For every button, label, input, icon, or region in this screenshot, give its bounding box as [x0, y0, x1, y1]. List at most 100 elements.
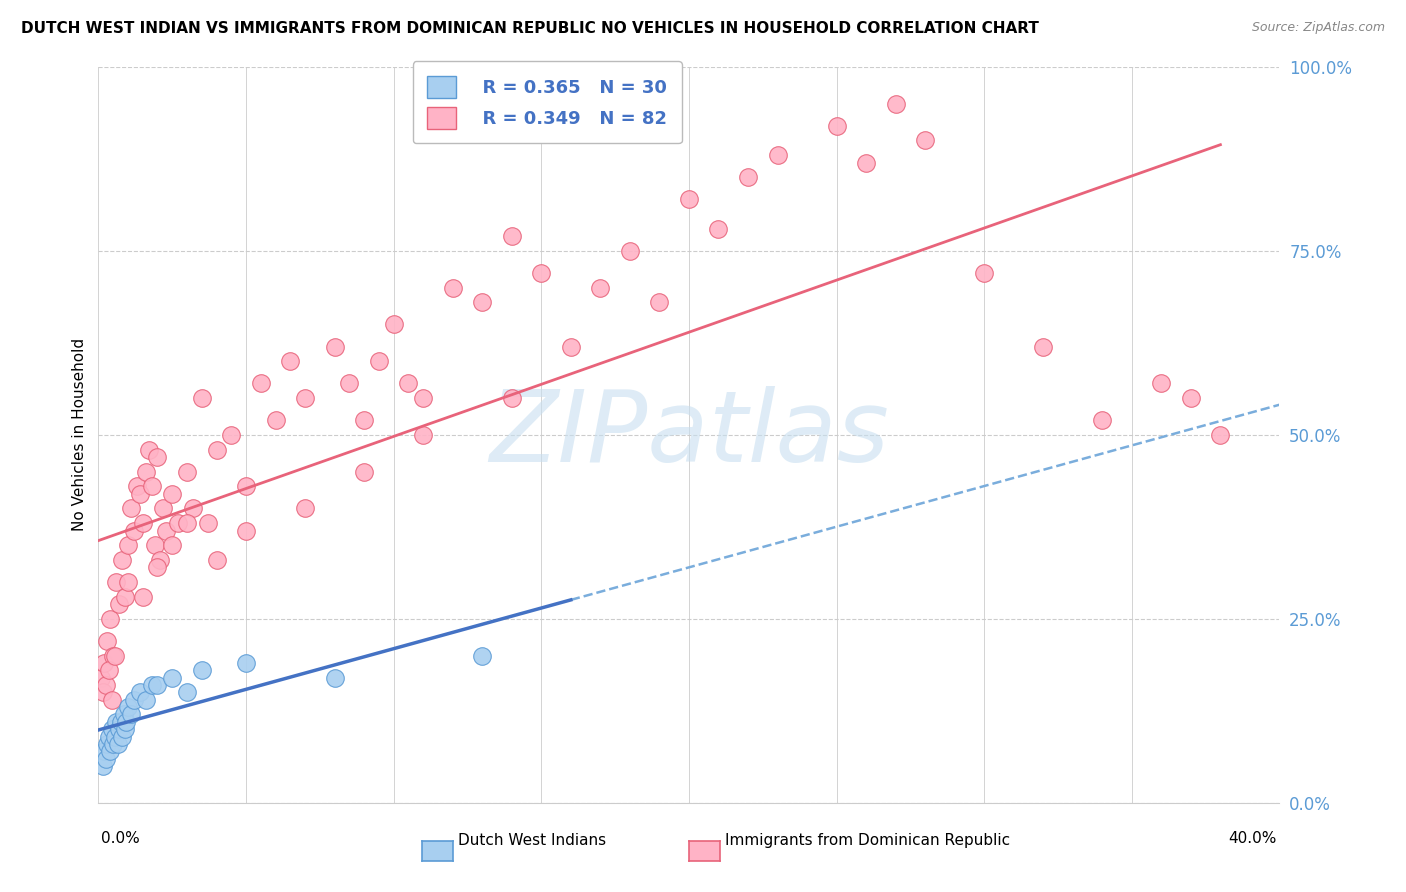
Point — [1032, 340, 1054, 354]
Point — [412, 391, 434, 405]
Point — [103, 737, 125, 751]
Point — [111, 553, 134, 567]
Point — [115, 714, 138, 729]
Point — [98, 744, 121, 758]
Point — [176, 685, 198, 699]
Point — [141, 678, 163, 692]
Point — [117, 574, 139, 589]
Point — [122, 524, 145, 538]
Point — [191, 664, 214, 678]
Point — [1209, 427, 1232, 442]
Point — [235, 656, 257, 670]
Point — [1091, 413, 1114, 427]
Point — [501, 229, 523, 244]
Point — [141, 479, 163, 493]
Point — [138, 442, 160, 457]
Point — [412, 427, 434, 442]
Point — [398, 376, 420, 391]
Point — [766, 148, 789, 162]
Point — [294, 391, 316, 405]
Point — [560, 340, 582, 354]
Point — [105, 714, 128, 729]
Point — [120, 707, 142, 722]
Point — [132, 590, 155, 604]
Text: ZIPatlas: ZIPatlas — [489, 386, 889, 483]
Point — [250, 376, 273, 391]
Legend:   R = 0.365   N = 30,   R = 0.349   N = 82: R = 0.365 N = 30, R = 0.349 N = 82 — [412, 62, 682, 144]
Point — [1180, 391, 1202, 405]
Point — [181, 501, 204, 516]
Point — [441, 280, 464, 294]
Point — [884, 96, 907, 111]
Point — [93, 744, 115, 758]
Point — [1150, 376, 1173, 391]
Point — [471, 648, 494, 663]
Point — [353, 465, 375, 479]
Point — [530, 266, 553, 280]
Text: Source: ZipAtlas.com: Source: ZipAtlas.com — [1251, 21, 1385, 34]
Point — [155, 524, 177, 538]
Point — [128, 487, 150, 501]
Point — [112, 707, 135, 722]
Point — [122, 692, 145, 706]
Point — [91, 685, 114, 699]
Point — [90, 671, 112, 685]
Text: DUTCH WEST INDIAN VS IMMIGRANTS FROM DOMINICAN REPUBLIC NO VEHICLES IN HOUSEHOLD: DUTCH WEST INDIAN VS IMMIGRANTS FROM DOM… — [21, 21, 1039, 36]
Point — [91, 759, 114, 773]
Point — [162, 487, 183, 501]
Point — [619, 244, 641, 258]
Point — [162, 671, 183, 685]
Point — [707, 222, 730, 236]
Point — [107, 737, 129, 751]
Point — [135, 692, 157, 706]
Text: 40.0%: 40.0% — [1229, 831, 1277, 847]
Point — [471, 295, 494, 310]
Point — [100, 692, 122, 706]
Point — [737, 170, 759, 185]
Point — [114, 723, 136, 737]
Point — [111, 730, 134, 744]
Point — [117, 700, 139, 714]
Point — [143, 538, 166, 552]
Point — [97, 730, 120, 744]
Text: Immigrants from Dominican Republic: Immigrants from Dominican Republic — [725, 833, 1011, 848]
Point — [382, 318, 405, 332]
Point — [132, 516, 155, 530]
Point — [93, 656, 115, 670]
Point — [135, 465, 157, 479]
Point — [117, 538, 139, 552]
Point — [353, 413, 375, 427]
Point — [96, 737, 118, 751]
Point — [100, 723, 122, 737]
Point — [221, 427, 243, 442]
Point — [176, 465, 198, 479]
Point — [648, 295, 671, 310]
Point — [146, 450, 169, 464]
Point — [125, 479, 148, 493]
Point — [94, 751, 117, 765]
Point — [368, 354, 391, 368]
Point — [235, 479, 257, 493]
Point — [152, 501, 174, 516]
Point — [167, 516, 190, 530]
Point — [197, 516, 219, 530]
Point — [855, 155, 877, 169]
Text: 0.0%: 0.0% — [101, 831, 141, 847]
Point — [98, 612, 121, 626]
Point — [146, 678, 169, 692]
Point — [501, 391, 523, 405]
Point — [264, 413, 287, 427]
Point — [191, 391, 214, 405]
Point — [323, 340, 346, 354]
Point — [235, 524, 257, 538]
Point — [205, 553, 228, 567]
Point — [110, 714, 132, 729]
Point — [294, 501, 316, 516]
Point — [825, 119, 848, 133]
Point — [323, 671, 346, 685]
Point — [128, 685, 150, 699]
Point — [678, 192, 700, 206]
Point — [146, 560, 169, 574]
Point — [120, 501, 142, 516]
Point — [339, 376, 361, 391]
